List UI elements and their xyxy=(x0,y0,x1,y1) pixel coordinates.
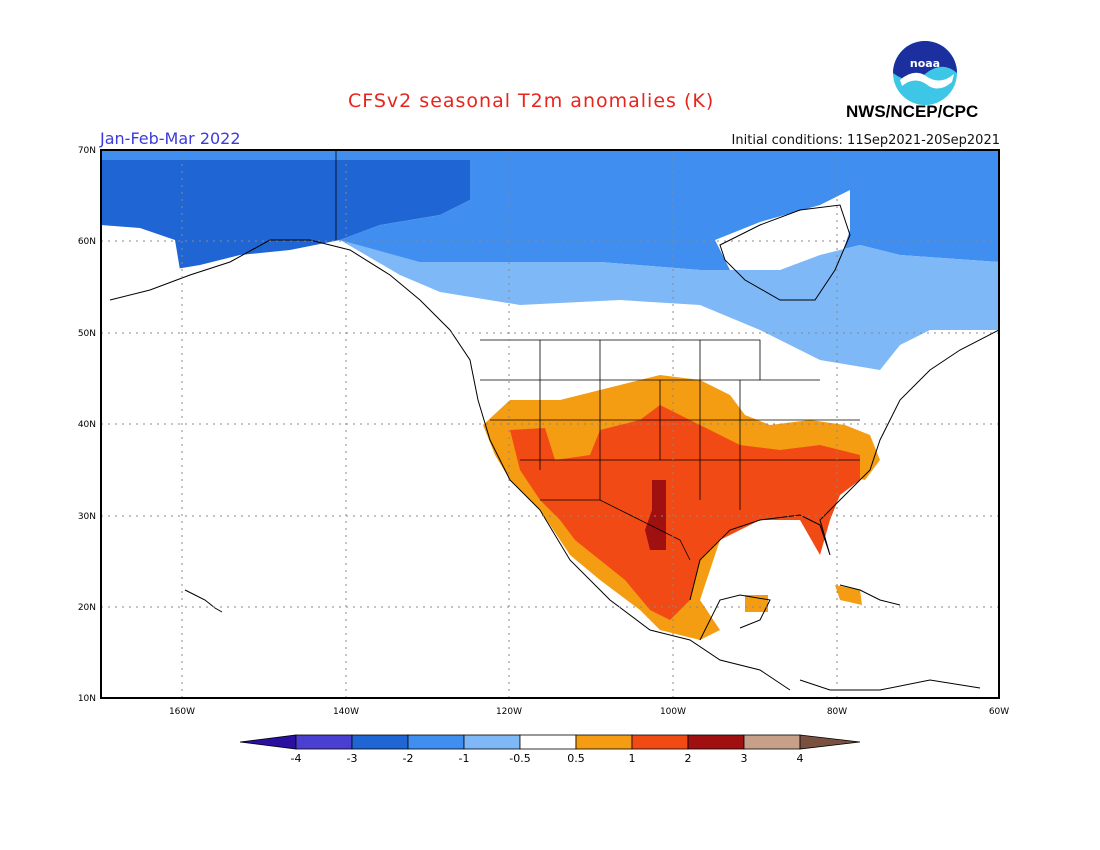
lon-tick-60w: 60W xyxy=(989,707,1009,717)
lon-labels: 160W 140W 120W 100W 80W 60W xyxy=(169,707,1009,717)
anomaly-warm-darkred xyxy=(645,480,666,550)
lat-tick-20: 20N xyxy=(78,603,96,613)
lat-tick-50: 50N xyxy=(78,329,96,339)
lon-tick-120w: 120W xyxy=(496,707,522,717)
chart-title: CFSv2 seasonal T2m anomalies (K) xyxy=(348,90,715,112)
colorbar-swatch-8 xyxy=(687,734,745,750)
initial-conditions: Initial conditions: 11Sep2021-20Sep2021 xyxy=(731,133,1000,148)
lat-labels: 70N 60N 50N 40N 30N 20N 10N xyxy=(78,146,96,704)
colorbar-label: 2 xyxy=(685,752,692,765)
lat-tick-60: 60N xyxy=(78,237,96,247)
lat-tick-10: 10N xyxy=(78,694,96,704)
lat-tick-30: 30N xyxy=(78,512,96,522)
graticule xyxy=(101,150,999,698)
lon-tick-100w: 100W xyxy=(660,707,686,717)
svg-text:noaa: noaa xyxy=(910,57,940,70)
anomaly-central-america xyxy=(745,595,768,612)
colorbar-swatch-6 xyxy=(575,734,633,750)
lon-tick-140w: 140W xyxy=(333,707,359,717)
colorbar-label: 1 xyxy=(629,752,636,765)
anomaly-southern-canada xyxy=(340,240,999,370)
colorbar-swatch-7 xyxy=(631,734,689,750)
agency-label: NWS/NCEP/CPC xyxy=(846,102,979,121)
noaa-logo-icon: noaa xyxy=(893,41,957,105)
borders xyxy=(335,150,860,561)
coastlines xyxy=(109,204,999,691)
map-frame xyxy=(100,149,1000,699)
colorbar-label: -3 xyxy=(347,752,358,765)
colorbar-swatch-1 xyxy=(295,734,353,750)
colorbar-label: -1 xyxy=(459,752,470,765)
colorbar-swatch-5 xyxy=(519,734,577,750)
colorbar-label: -4 xyxy=(291,752,302,765)
lat-tick-40: 40N xyxy=(78,420,96,430)
lon-tick-80w: 80W xyxy=(827,707,847,717)
colorbar-swatch-0 xyxy=(239,734,297,750)
colorbar-label: 0.5 xyxy=(567,752,585,765)
colorbar-label: 3 xyxy=(741,752,748,765)
colorbar-swatch-9 xyxy=(743,734,801,750)
forecast-period: Jan-Feb-Mar 2022 xyxy=(100,129,241,148)
colorbar-swatch-3 xyxy=(407,734,465,750)
colorbar-label: -2 xyxy=(403,752,414,765)
colorbar-swatch-4 xyxy=(463,734,521,750)
colorbar-label: 4 xyxy=(797,752,804,765)
anomaly-warm-red xyxy=(510,405,860,620)
lat-tick-70: 70N xyxy=(78,146,96,156)
lon-tick-160w: 160W xyxy=(169,707,195,717)
anomaly-alaska-coast xyxy=(101,225,180,272)
anomaly-alaska xyxy=(101,160,470,270)
colorbar-swatch-10 xyxy=(799,734,861,750)
colorbar-label: -0.5 xyxy=(509,752,530,765)
colorbar xyxy=(239,734,861,750)
colorbar-swatch-2 xyxy=(351,734,409,750)
anomaly-field xyxy=(101,150,999,691)
colorbar-labels: -4 -3 -2 -1 -0.5 0.5 1 2 3 4 xyxy=(291,752,804,765)
anomaly-cuba xyxy=(835,585,862,605)
